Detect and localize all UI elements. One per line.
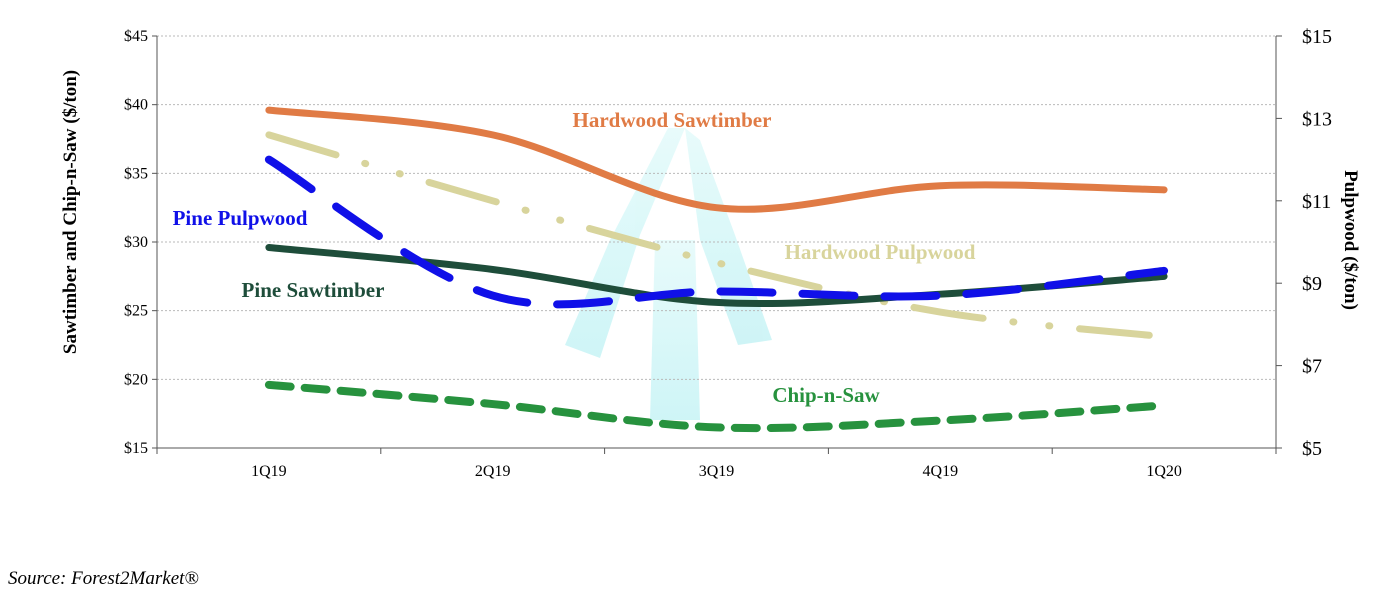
source-note: Source: Forest2Market® [8, 568, 199, 589]
y2-axis-title: Pulpwood ($/ton) [1340, 170, 1361, 310]
y2-tick-label: $9 [1302, 273, 1322, 295]
series-line-chip-n-saw [264, 380, 1169, 433]
series-label-hardwood-pulpwood: Hardwood Pulpwood [785, 240, 976, 264]
y2-tick-label: $7 [1302, 356, 1322, 378]
y-tick-label: $30 [124, 234, 148, 251]
series-label-chip-n-saw: Chip-n-Saw [772, 383, 880, 407]
y-tick-label: $15 [124, 440, 148, 457]
y2-tick-label: $13 [1302, 108, 1332, 130]
y2-tick-label: $15 [1302, 26, 1332, 48]
series-label-hardwood-sawtimber: Hardwood Sawtimber [573, 108, 772, 132]
y-tick-label: $25 [124, 303, 148, 320]
series-line-hardwood-sawtimber [265, 106, 1168, 213]
x-tick-label: 2Q19 [475, 463, 511, 480]
y-axis-title: Sawtimber and Chip-n-Saw ($/ton) [60, 70, 81, 354]
series-labels: Hardwood Sawtimber Pine Sawtimber Chip-n-S… [173, 108, 976, 407]
series-line-pine-pulpwood [264, 155, 1169, 309]
y-tick-label: $20 [124, 371, 148, 388]
x-tick-label: 1Q20 [1146, 463, 1182, 480]
y-tick-label: $35 [124, 165, 148, 182]
y-tick-label: $40 [124, 97, 148, 114]
x-tick-label: 4Q19 [923, 463, 959, 480]
y2-tick-label: $5 [1302, 438, 1322, 460]
x-tick-label: 1Q19 [251, 463, 287, 480]
x-tick-label: 3Q19 [699, 463, 735, 480]
y-tick-label: $45 [124, 28, 148, 45]
series-label-pine-sawtimber: Pine Sawtimber [242, 278, 385, 302]
y2-tick-label: $11 [1302, 191, 1331, 213]
axes: $15 $20 $25 $30 $35 $40 $45 $5 $7 $9 $11 $13 $15 1Q19… [124, 26, 1332, 480]
gridlines [157, 35, 1276, 380]
series-lines [264, 106, 1169, 433]
price-trend-chart: $15 $20 $25 $30 $35 $40 $45 $5 $7 $9 $11 $13 $15 1Q19… [60, 26, 1361, 480]
series-label-pine-pulpwood: Pine Pulpwood [173, 206, 308, 230]
